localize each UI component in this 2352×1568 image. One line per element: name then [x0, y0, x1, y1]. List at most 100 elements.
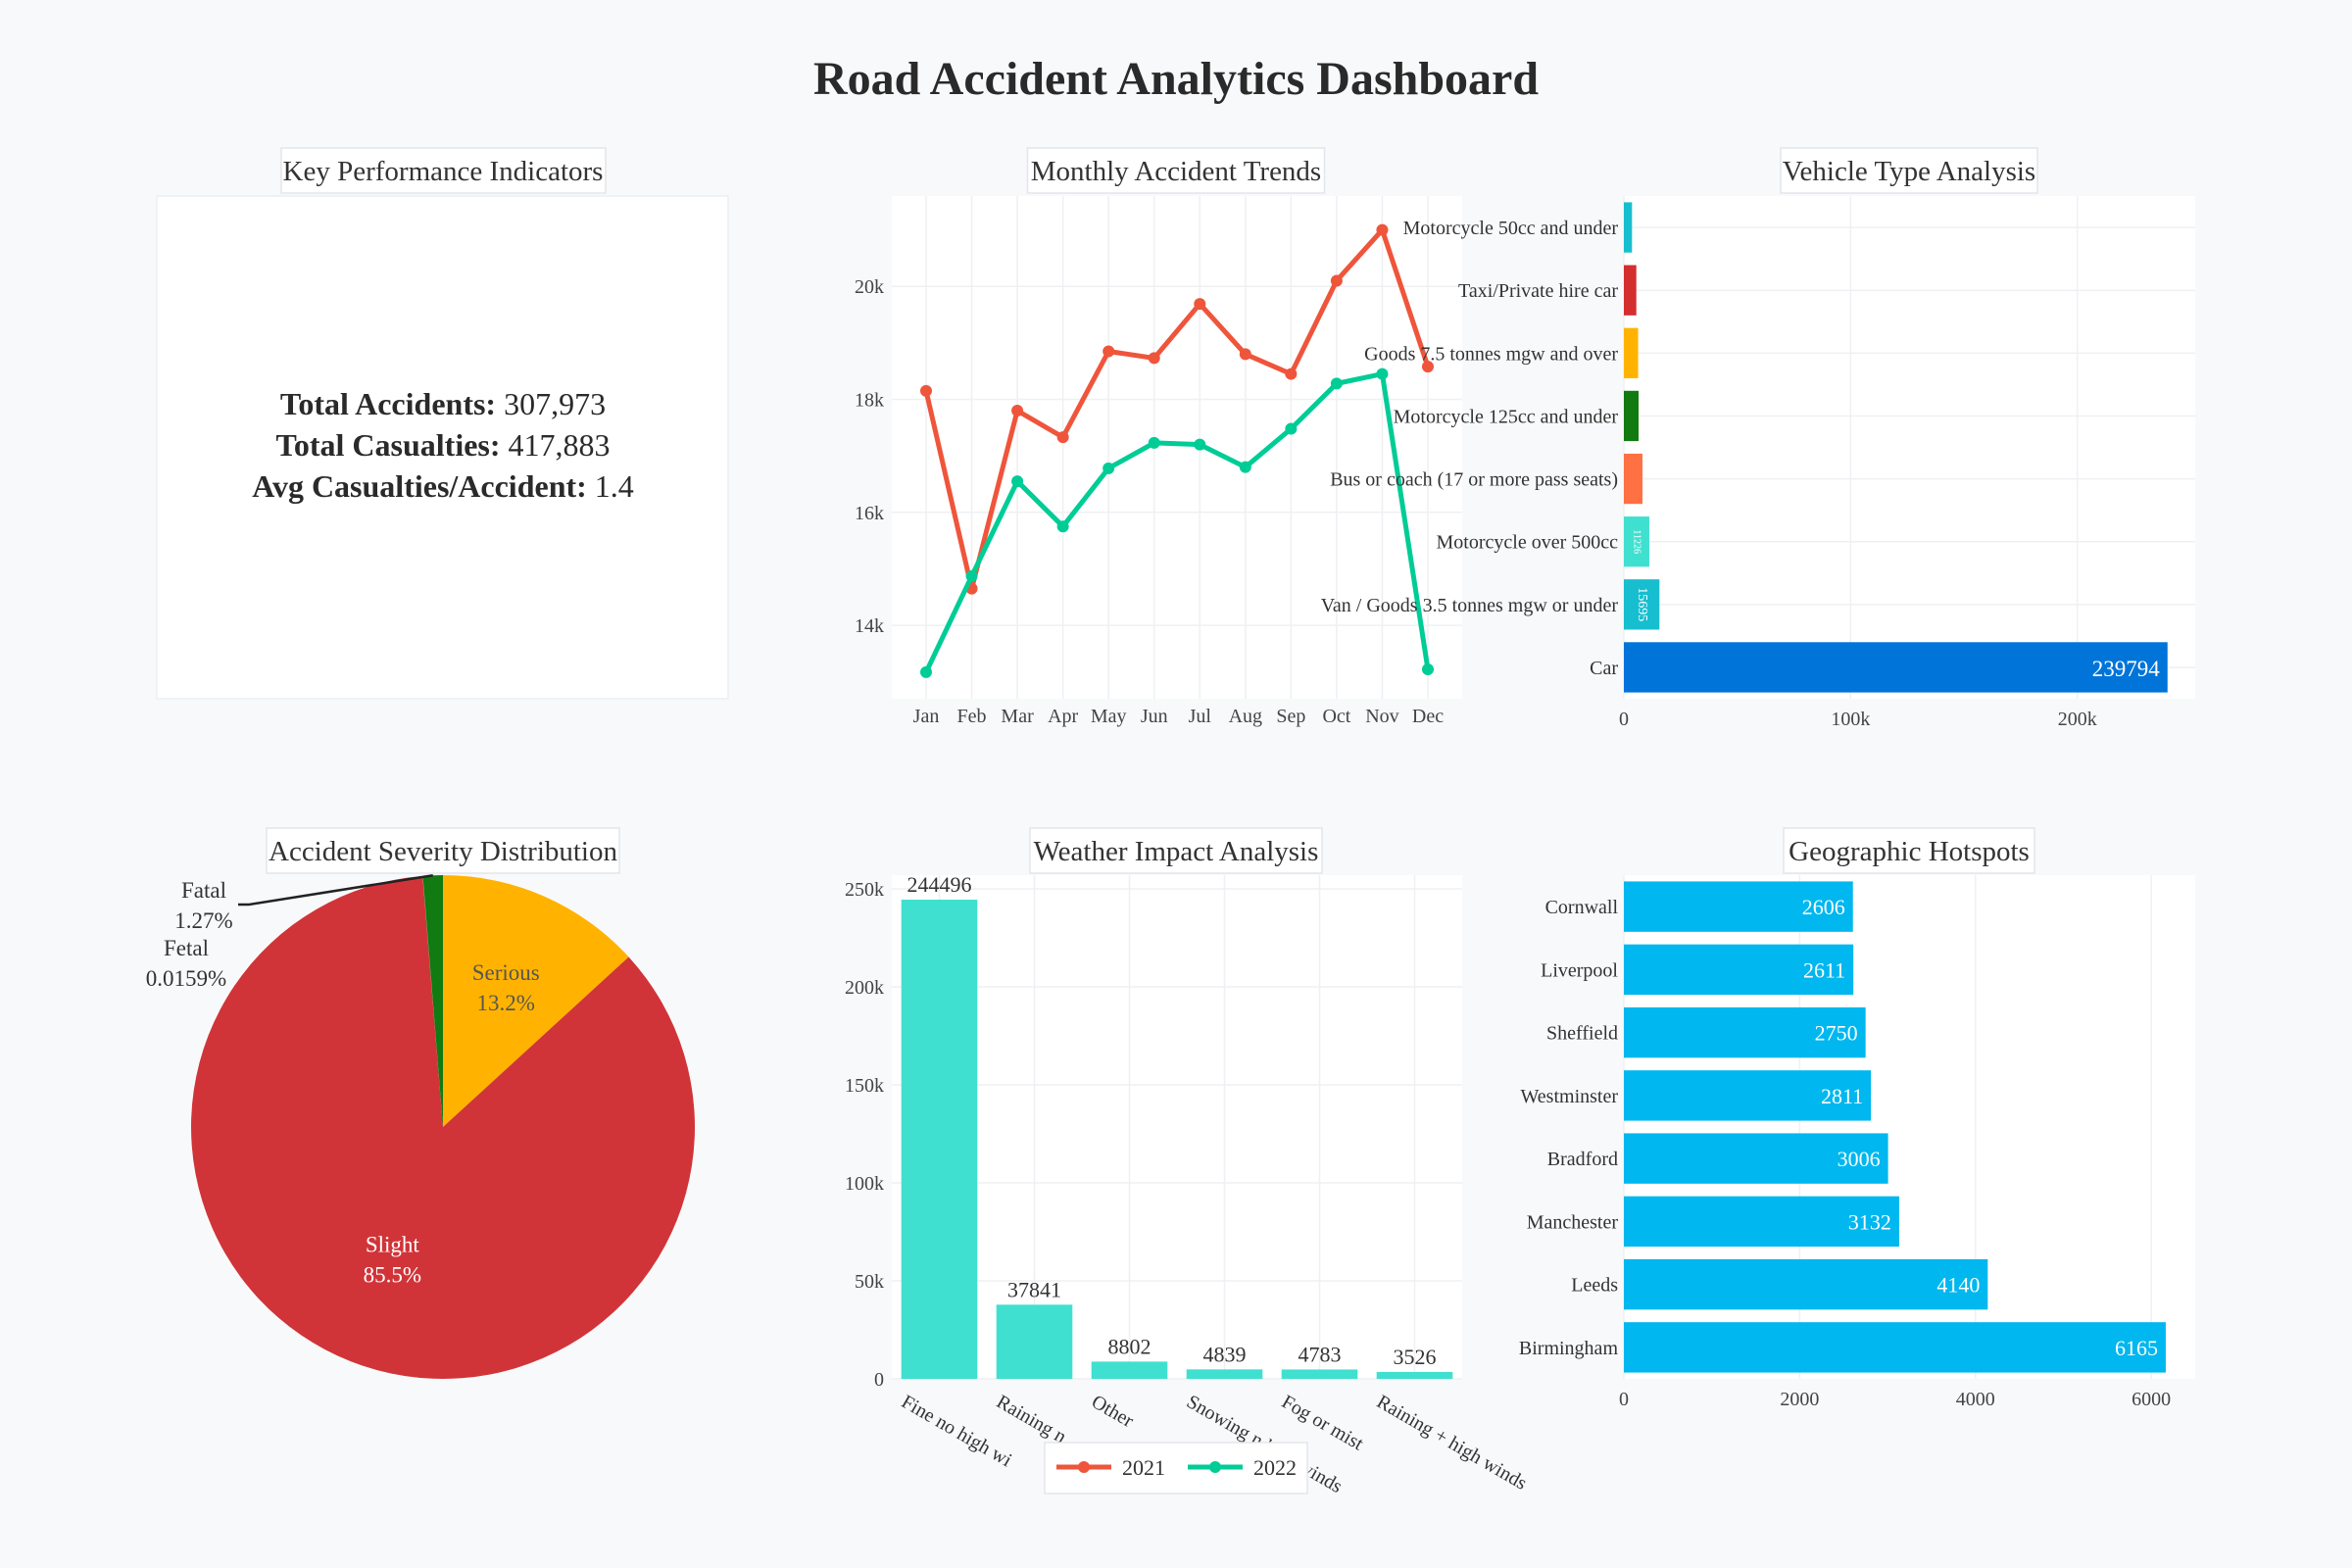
- bar: [996, 1304, 1073, 1379]
- bar: [1624, 881, 1853, 932]
- data-point-2021: [1422, 361, 1434, 373]
- legend[interactable]: 2021 2022: [1044, 1442, 1308, 1494]
- bar-value-label: 3006: [1838, 1147, 1881, 1171]
- slice-label: Serious: [472, 960, 540, 985]
- data-point-2022: [1239, 461, 1251, 473]
- kpi-card: [156, 195, 729, 700]
- x-tick-label: Feb: [957, 706, 987, 727]
- data-point-2022: [1285, 422, 1298, 435]
- bar-value-label: 2811: [1821, 1084, 1863, 1108]
- data-point-2021: [1239, 348, 1251, 361]
- x-tick-label: 6000: [2132, 1389, 2171, 1410]
- chart-title-box: [266, 827, 620, 874]
- x-tick-label: Raining n: [993, 1391, 1070, 1447]
- data-point-2021: [1285, 368, 1298, 380]
- bar: [1376, 1371, 1453, 1379]
- legend-label: 2021: [1122, 1455, 1165, 1480]
- slice-pct-label: 1.27%: [174, 908, 232, 933]
- bar: [1624, 516, 1649, 567]
- category-label: Car: [1590, 658, 1618, 679]
- slice-label: Fatal: [181, 878, 226, 903]
- pie-slice-fetal: [422, 875, 443, 1127]
- y-tick-label: 100k: [845, 1173, 884, 1195]
- kpi-label: Total Casualties:: [275, 427, 500, 463]
- bar: [1624, 1006, 1866, 1058]
- data-point-2022: [1148, 436, 1160, 449]
- kpi-panel: Key Performance Indicators Total Acciden…: [156, 147, 729, 700]
- legend-swatch-marker: [1209, 1461, 1221, 1473]
- bar: [1624, 327, 1639, 378]
- y-tick-label: 150k: [845, 1075, 884, 1097]
- bar: [1624, 202, 1633, 253]
- category-label: Bradford: [1547, 1149, 1618, 1170]
- category-label: Sheffield: [1546, 1023, 1618, 1045]
- data-point-2022: [1194, 438, 1206, 451]
- y-tick-label: 200k: [845, 977, 884, 999]
- bar-value-label: 2611: [1803, 957, 1845, 982]
- x-tick-label: May: [1091, 706, 1127, 727]
- dashboard-title: Road Accident Analytics Dashboard: [813, 53, 1539, 105]
- bar-value-label: 4140: [1936, 1273, 1980, 1298]
- bar-value-label: 15695: [1635, 587, 1649, 621]
- bar: [1624, 1070, 1872, 1121]
- x-tick-label: Aug: [1229, 706, 1262, 727]
- kpi-value: 417,883: [501, 427, 611, 463]
- severity-pie-chart: Accident Severity Distribution Serious 13.…: [146, 827, 696, 1379]
- x-tick-label: Sep: [1276, 706, 1305, 727]
- data-point-2021: [1102, 345, 1115, 358]
- data-point-2022: [965, 569, 978, 582]
- data-point-2022: [920, 665, 932, 678]
- x-tick-label: Raining + high winds: [1373, 1391, 1531, 1494]
- bar-value-label: 239794: [2092, 657, 2161, 681]
- legend-label: 2022: [1253, 1455, 1297, 1480]
- y-tick-label: 16k: [855, 503, 884, 524]
- bar-value-label: 3132: [1848, 1209, 1891, 1234]
- category-label: Motorcycle 50cc and under: [1403, 218, 1619, 239]
- category-label: Bus or coach (17 or more pass seats): [1330, 469, 1618, 491]
- category-label: Van / Goods 3.5 tonnes mgw or under: [1321, 595, 1619, 616]
- data-point-2022: [1376, 368, 1389, 380]
- data-point-2022: [1056, 520, 1069, 533]
- bar-value-label: 6165: [2115, 1336, 2158, 1360]
- x-tick-label: 100k: [1831, 709, 1870, 730]
- category-label: Motorcycle over 500cc: [1437, 532, 1619, 554]
- legend-swatch-marker: [1078, 1461, 1090, 1473]
- chart-title: Accident Severity Distribution: [269, 836, 617, 867]
- x-tick-label: Nov: [1365, 706, 1398, 727]
- bar: [1624, 390, 1640, 442]
- series-line-2022: [923, 371, 1431, 673]
- bar: [1624, 579, 1660, 630]
- x-tick-label: Jan: [913, 706, 940, 727]
- bar-value-label: 3526: [1394, 1345, 1437, 1369]
- bar: [1091, 1361, 1168, 1379]
- x-tick-label: Jul: [1189, 706, 1212, 727]
- weather-impact-chart: Weather Impact Analysis 0 50k 100k 150k 200k 2…: [845, 827, 1531, 1497]
- bar: [1624, 944, 1854, 996]
- data-point-2021: [1011, 405, 1024, 417]
- data-point-2021: [1330, 274, 1343, 287]
- slice-pct-label: 13.2%: [476, 991, 534, 1015]
- bar-value-label: 8802: [1108, 1334, 1152, 1358]
- bar-value-label: 11226: [1632, 529, 1642, 554]
- bar: [1624, 642, 2168, 693]
- chart-title: Weather Impact Analysis: [1034, 836, 1319, 867]
- slice-label: Fetal: [164, 936, 209, 960]
- chart-title: Monthly Accident Trends: [1031, 156, 1321, 187]
- data-point-2021: [1148, 352, 1160, 365]
- category-label: Liverpool: [1541, 959, 1618, 981]
- data-point-2022: [1330, 377, 1343, 390]
- bar-value-label: 2606: [1802, 895, 1845, 919]
- kpi-line: Total Accidents: 307,973: [280, 386, 606, 421]
- chart-title: Vehicle Type Analysis: [1783, 156, 2035, 187]
- x-tick-label: 0: [1619, 1389, 1629, 1410]
- bar-value-label: 2750: [1815, 1021, 1858, 1046]
- category-label: Taxi/Private hire car: [1458, 280, 1618, 302]
- x-tick-label: Jun: [1141, 706, 1168, 727]
- y-tick-label: 14k: [855, 615, 884, 637]
- slice-label: Slight: [366, 1233, 420, 1257]
- bar: [1281, 1369, 1358, 1379]
- category-label: Birmingham: [1519, 1338, 1619, 1359]
- plot-area: [1624, 196, 2195, 699]
- bar: [901, 900, 978, 1379]
